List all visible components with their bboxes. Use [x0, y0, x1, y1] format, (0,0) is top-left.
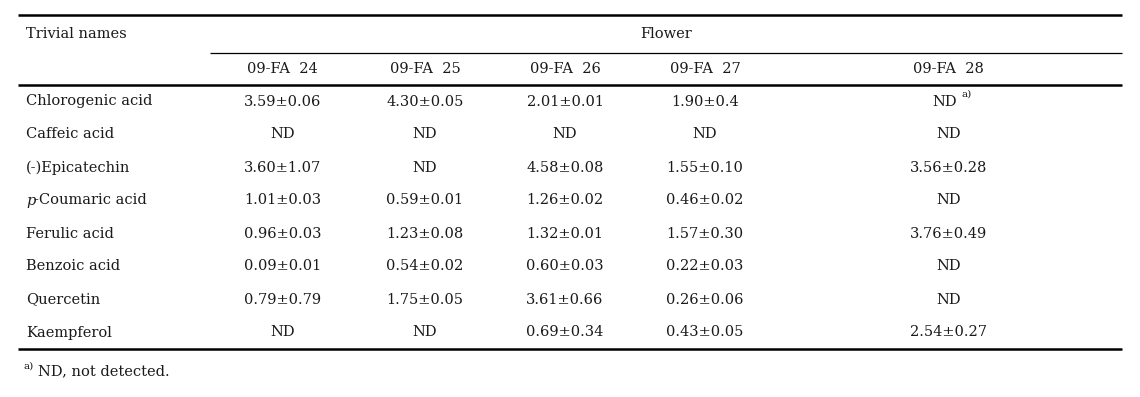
Text: p: p [26, 193, 35, 208]
Text: 0.79±0.79: 0.79±0.79 [244, 293, 321, 306]
Text: 09-FA  27: 09-FA 27 [669, 62, 740, 76]
Text: 0.60±0.03: 0.60±0.03 [527, 260, 604, 274]
Text: 0.54±0.02: 0.54±0.02 [386, 260, 464, 274]
Text: ND: ND [936, 193, 961, 208]
Text: 0.26±0.06: 0.26±0.06 [666, 293, 743, 306]
Text: ND: ND [936, 293, 961, 306]
Text: 3.56±0.28: 3.56±0.28 [910, 160, 987, 175]
Text: ND, not detected.: ND, not detected. [38, 364, 170, 378]
Text: 09-FA  28: 09-FA 28 [913, 62, 984, 76]
Text: ND: ND [270, 127, 295, 141]
Text: 0.96±0.03: 0.96±0.03 [244, 227, 321, 241]
Text: 1.90±0.4: 1.90±0.4 [671, 94, 739, 108]
Text: a): a) [24, 362, 34, 370]
Text: ND: ND [270, 326, 295, 339]
Text: 1.75±0.05: 1.75±0.05 [386, 293, 464, 306]
Text: 0.22±0.03: 0.22±0.03 [666, 260, 743, 274]
Text: 0.43±0.05: 0.43±0.05 [666, 326, 743, 339]
Text: 3.61±0.66: 3.61±0.66 [527, 293, 604, 306]
Text: 0.59±0.01: 0.59±0.01 [386, 193, 464, 208]
Text: 09-FA  25: 09-FA 25 [390, 62, 461, 76]
Text: 2.54±0.27: 2.54±0.27 [910, 326, 987, 339]
Text: 1.01±0.03: 1.01±0.03 [244, 193, 321, 208]
Text: ND: ND [413, 326, 438, 339]
Text: 1.32±0.01: 1.32±0.01 [527, 227, 603, 241]
Text: 1.55±0.10: 1.55±0.10 [667, 160, 743, 175]
Text: Kaempferol: Kaempferol [26, 326, 112, 339]
Text: Chlorogenic acid: Chlorogenic acid [26, 94, 153, 108]
Text: 3.60±1.07: 3.60±1.07 [244, 160, 321, 175]
Text: 3.76±0.49: 3.76±0.49 [910, 227, 987, 241]
Text: 3.59±0.06: 3.59±0.06 [244, 94, 321, 108]
Text: ND: ND [936, 127, 961, 141]
Text: 0.46±0.02: 0.46±0.02 [666, 193, 743, 208]
Text: Quercetin: Quercetin [26, 293, 100, 306]
Text: 1.23±0.08: 1.23±0.08 [386, 227, 464, 241]
Text: 4.30±0.05: 4.30±0.05 [386, 94, 464, 108]
Text: Flower: Flower [641, 27, 692, 41]
Text: (-)Epicatechin: (-)Epicatechin [26, 160, 130, 175]
Text: -Coumaric acid: -Coumaric acid [34, 193, 147, 208]
Text: 1.26±0.02: 1.26±0.02 [527, 193, 603, 208]
Text: 09-FA  26: 09-FA 26 [530, 62, 601, 76]
Text: ND: ND [936, 260, 961, 274]
Text: Benzoic acid: Benzoic acid [26, 260, 120, 274]
Text: ND: ND [933, 94, 956, 108]
Text: ND: ND [413, 127, 438, 141]
Text: 0.09±0.01: 0.09±0.01 [244, 260, 321, 274]
Text: Caffeic acid: Caffeic acid [26, 127, 114, 141]
Text: ND: ND [413, 160, 438, 175]
Text: a): a) [961, 90, 971, 99]
Text: 2.01±0.01: 2.01±0.01 [527, 94, 603, 108]
Text: 0.69±0.34: 0.69±0.34 [527, 326, 604, 339]
Text: 4.58±0.08: 4.58±0.08 [527, 160, 604, 175]
Text: ND: ND [693, 127, 717, 141]
Text: Ferulic acid: Ferulic acid [26, 227, 114, 241]
Text: 09-FA  24: 09-FA 24 [247, 62, 318, 76]
Text: Trivial names: Trivial names [26, 27, 127, 41]
Text: ND: ND [553, 127, 577, 141]
Text: 1.57±0.30: 1.57±0.30 [667, 227, 743, 241]
